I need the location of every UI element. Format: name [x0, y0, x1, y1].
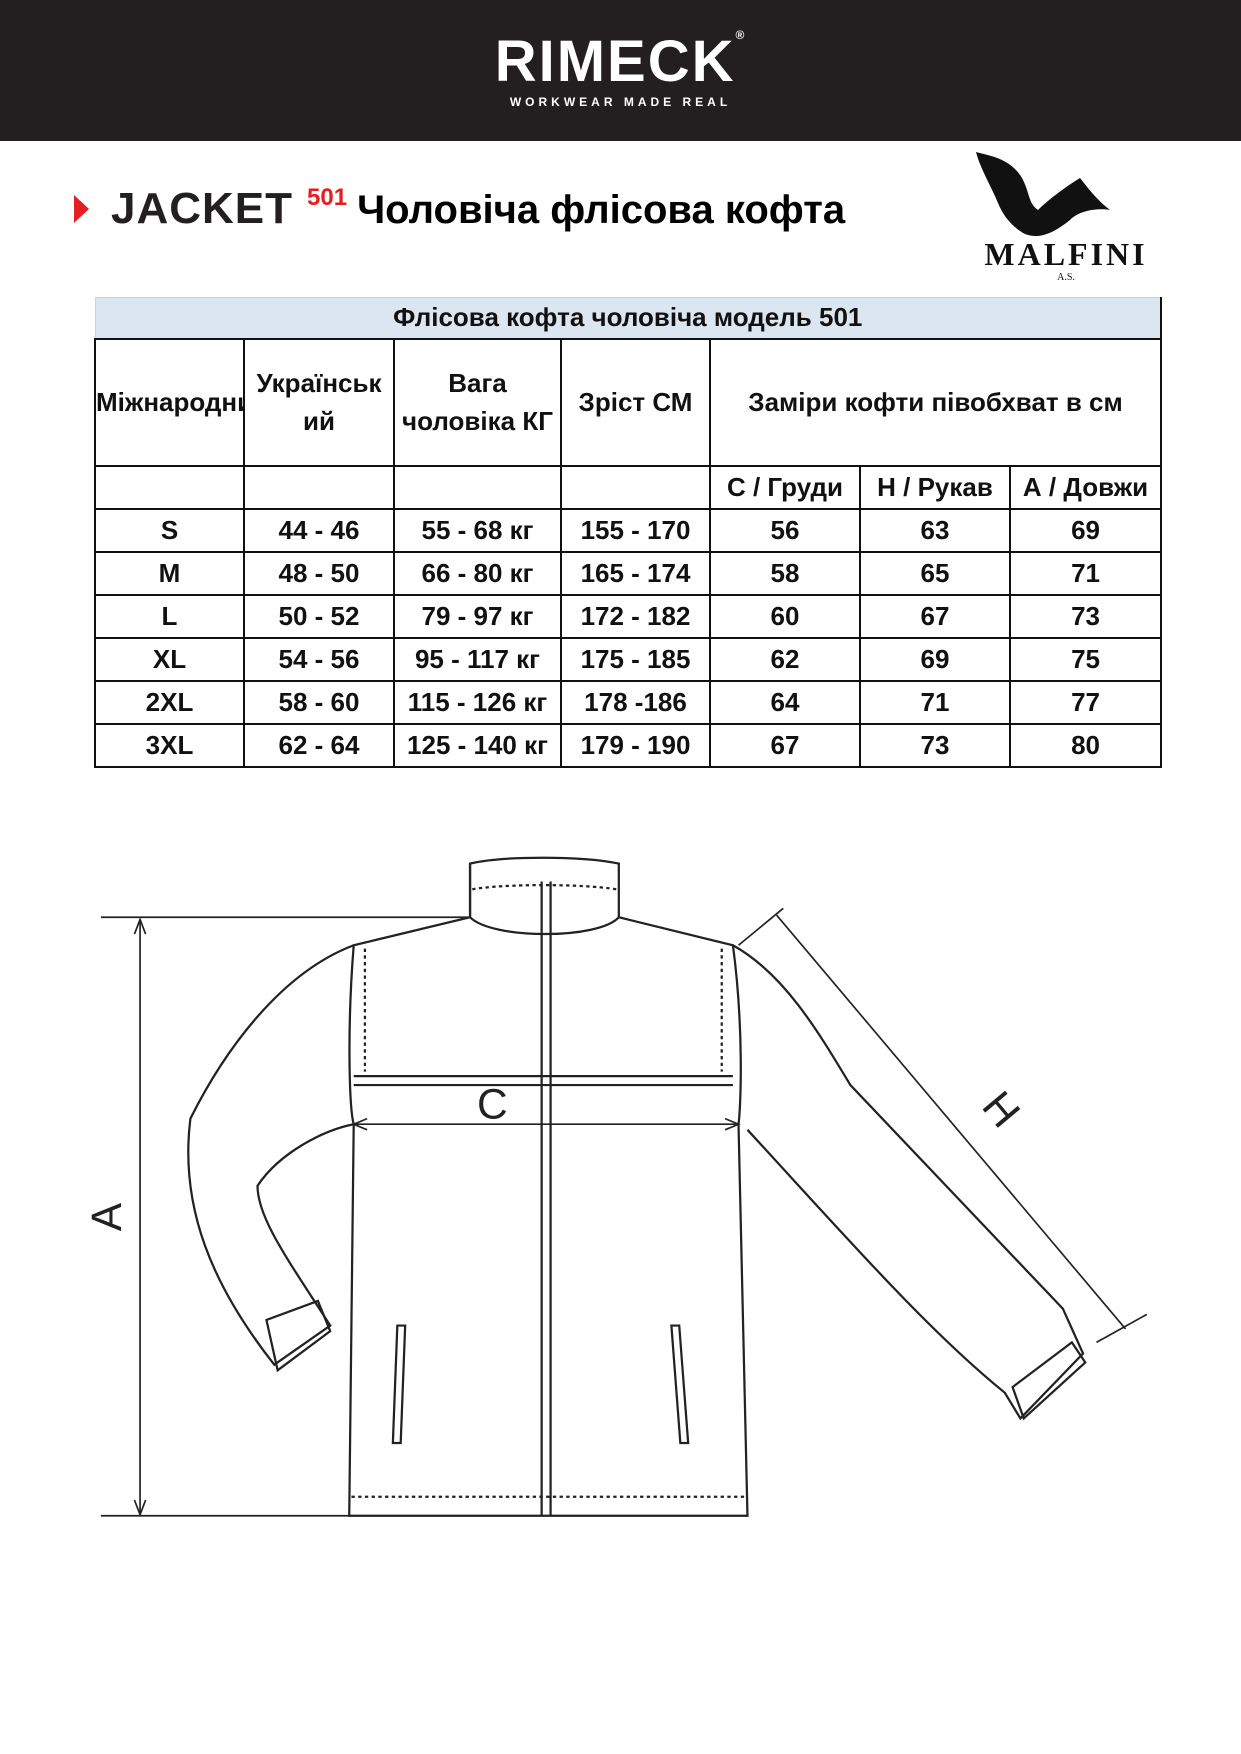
table-caption: Флісова кофта чоловіча модель 501: [94, 297, 1163, 340]
header-international: Міжнародний: [94, 338, 245, 467]
rimeck-logo: RIMECK®: [494, 28, 747, 94]
brand-header: RIMECK® WORKWEAR MADE REAL: [0, 0, 1241, 141]
malfini-logo: MALFINI: [984, 236, 1148, 272]
table-row: M 48 - 50 66 - 80 кг 165 - 174 58 65 71: [94, 551, 1163, 596]
jacket-outline: [187, 856, 1087, 1517]
malfini-suffix: A.S.: [1057, 272, 1075, 283]
dimension-lines: [100, 907, 1148, 1517]
table-row: 2XL 58 - 60 115 - 126 кг 178 -186 64 71 77: [94, 680, 1163, 725]
size-table: Флісова кофта чоловіча модель 501 Міжнар…: [94, 297, 1163, 768]
eagle-icon: [976, 152, 1110, 237]
label-c: C: [477, 1082, 508, 1129]
table-row: 3XL 62 - 64 125 - 140 кг 179 - 190 67 73 80: [94, 723, 1163, 768]
header-ukrainian: Українськ ий: [243, 338, 395, 467]
header-weight: Вага чоловіка КГ: [393, 338, 562, 467]
brand-tagline: WORKWEAR MADE REAL: [509, 95, 732, 109]
subheader-length: А / Довжи: [1008, 465, 1163, 510]
product-description: Чоловіча флісова кофта: [357, 188, 846, 232]
header-measurements: Заміри кофти півобхват в см: [708, 338, 1163, 467]
model-number: 501: [307, 184, 348, 211]
header-height: Зріст СМ: [560, 338, 711, 467]
product-name: JACKET: [111, 184, 294, 233]
label-h: H: [973, 1083, 1029, 1137]
subheader-chest: С / Груди: [709, 465, 861, 510]
table-row: L 50 - 52 79 - 97 кг 172 - 182 60 67 73: [94, 594, 1163, 639]
subheader-sleeve: Н / Рукав: [859, 465, 1011, 510]
label-a: A: [84, 1202, 131, 1231]
table-row: XL 54 - 56 95 - 117 кг 175 - 185 62 69 75: [94, 637, 1163, 682]
page-title: JACKET 501 Чоловіча флісова кофта: [74, 184, 845, 234]
table-row: S 44 - 46 55 - 68 кг 155 - 170 56 63 69: [94, 508, 1163, 553]
arrow-icon: [74, 195, 89, 223]
